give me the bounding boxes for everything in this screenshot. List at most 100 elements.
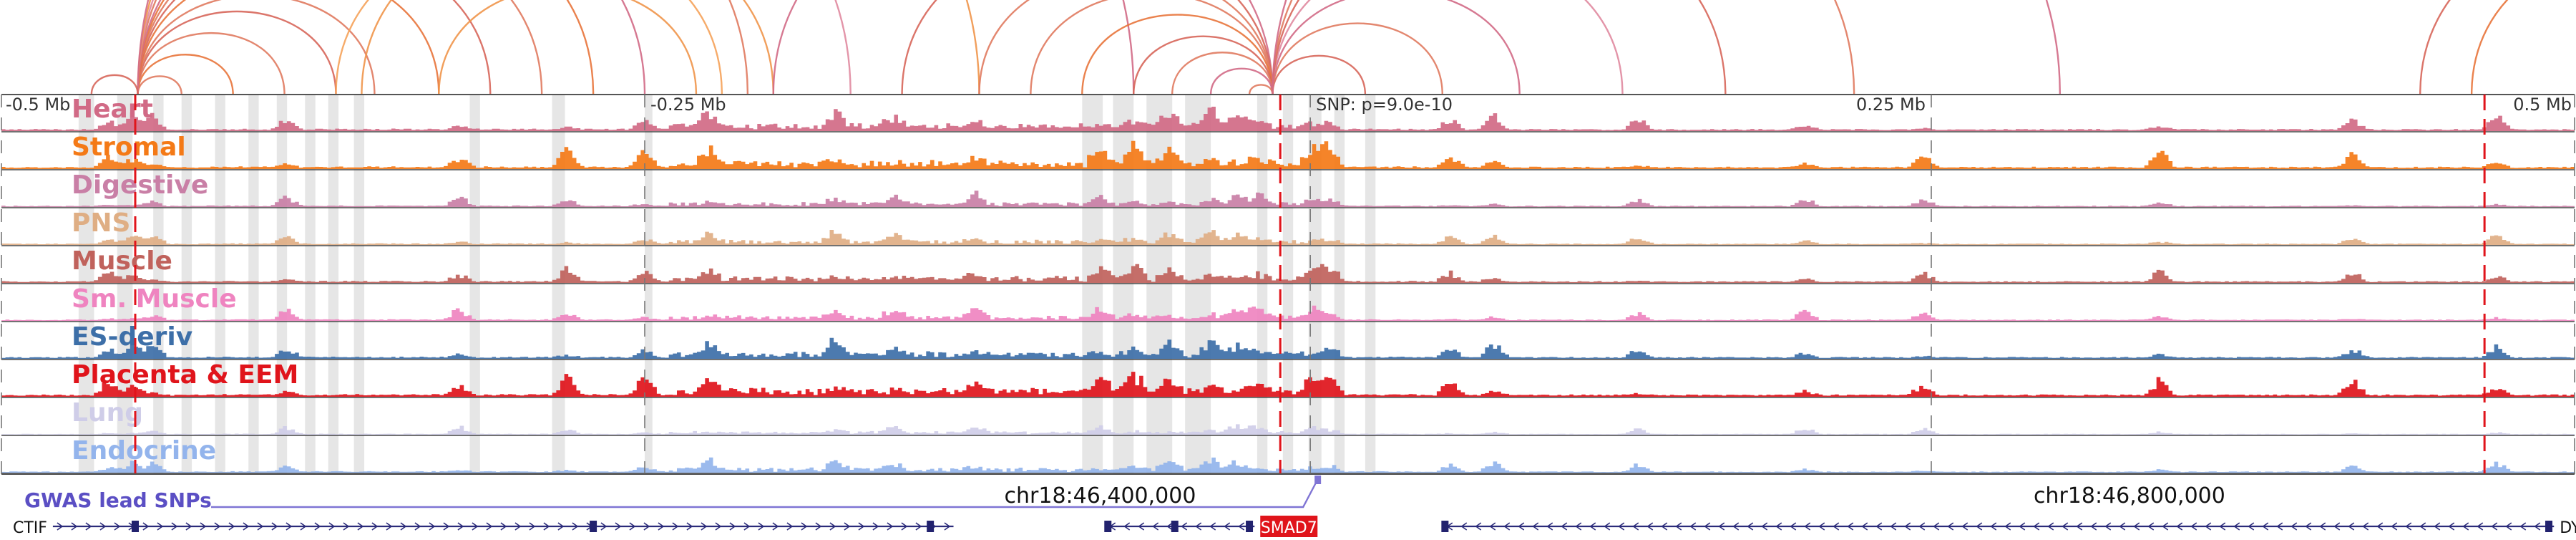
track-signal-8	[1, 424, 2575, 435]
gene-chevron	[758, 522, 765, 531]
dashed-markers	[134, 95, 2486, 474]
gene-chevron	[2477, 522, 2484, 531]
gene-chevron	[2162, 522, 2169, 531]
highlight-region-12	[645, 95, 653, 474]
gene-exon-0-1	[590, 521, 597, 532]
highlight-region-4	[215, 95, 225, 474]
gene-chevron	[872, 522, 879, 531]
track-label-5: Sm. Muscle	[72, 284, 237, 314]
gene-chevron	[2019, 522, 2026, 531]
gene-chevron	[2147, 522, 2155, 531]
gene-chevron	[2305, 522, 2312, 531]
track-label-4: Muscle	[72, 246, 172, 276]
gene-chevron	[1818, 522, 1825, 531]
loop-arc-24	[1171, 52, 1274, 95]
gene-chevron	[2276, 522, 2283, 531]
gene-chevron	[543, 522, 550, 531]
gene-chevron	[2205, 522, 2212, 531]
axis-ticks: -0.5 Mb -0.25 Mb 0.25 Mb 0.5 Mb SNP: p=9.0e-…	[1, 95, 2575, 474]
gene-chevron	[2076, 522, 2083, 531]
gene-chevron	[472, 522, 479, 531]
loop-arc-30	[1272, 0, 1624, 95]
gene-chevron	[271, 522, 278, 531]
gene-chevron	[414, 522, 421, 531]
gene-chevron	[1181, 522, 1188, 531]
loop-arc-22	[1081, 14, 1274, 95]
gene-chevron	[629, 522, 636, 531]
gene-chevron	[1546, 522, 1553, 531]
gene-chevron	[457, 522, 464, 531]
loop-arc-3	[137, 10, 337, 95]
gene-chevron	[400, 522, 407, 531]
gene-chevron	[915, 522, 922, 531]
gene-chevron	[2519, 522, 2527, 531]
gene-chevron	[1475, 522, 1482, 531]
track-signal-1	[1, 140, 2575, 169]
gene-chevron	[1890, 522, 1897, 531]
gene-chevron	[114, 522, 121, 531]
gene-chevron	[99, 522, 107, 531]
gwas-row: GWAS lead SNPs chr18:46,400,000 chr18:46,8…	[24, 476, 2225, 512]
gene-chevron	[1904, 522, 1911, 531]
loop-arc-33	[1272, 0, 2061, 95]
gene-chevron	[944, 522, 951, 531]
gene-chevron	[2033, 522, 2040, 531]
highlight-region-6	[276, 95, 288, 474]
gene-chevron	[1575, 522, 1582, 531]
gene-chevron	[1618, 522, 1625, 531]
gene-chevron	[214, 522, 221, 531]
loop-arc-1	[137, 54, 234, 95]
gene-exon-1-2	[1246, 521, 1254, 532]
gene-track: CTIF SMAD7 DYM	[13, 516, 2576, 537]
track-label-3: PNS	[72, 208, 130, 238]
loop-arc-23	[1133, 35, 1274, 95]
gene-exon-0-0	[131, 521, 139, 532]
loop-arc-17	[335, 0, 723, 95]
gene-chevron	[2491, 522, 2498, 531]
loop-arc-16	[438, 0, 698, 95]
gene-chevron	[1804, 522, 1811, 531]
gene-chevron	[1646, 522, 1654, 531]
gene-chevron	[2062, 522, 2069, 531]
highlight-region-1	[117, 95, 133, 474]
gene-chevron	[2419, 522, 2426, 531]
highlight-region-16	[1185, 95, 1211, 474]
gene-exon-1-0	[1104, 521, 1112, 532]
gene-chevron	[386, 522, 393, 531]
gene-chevron	[57, 522, 64, 531]
gene-chevron	[1675, 522, 1682, 531]
highlight-region-3	[181, 95, 192, 474]
chromatin-loops	[90, 0, 2509, 95]
highlight-region-21	[1365, 95, 1376, 474]
axis-tick-label-1: -0.25 Mb	[650, 95, 726, 115]
gene-chevron	[1861, 522, 1868, 531]
loop-arc-15	[361, 0, 774, 95]
gene-chevron	[2090, 522, 2097, 531]
gwas-connector	[211, 479, 1319, 508]
highlight-region-9	[353, 95, 365, 474]
gene-chevron	[1460, 522, 1468, 531]
loop-arc-26	[1248, 84, 1274, 95]
gene-chevron	[286, 522, 293, 531]
gene-chevron	[2534, 522, 2541, 531]
gene-chevron	[1790, 522, 1797, 531]
gene-chevron	[2448, 522, 2455, 531]
gene-chevron	[1152, 522, 1159, 531]
highlight-region-5	[248, 95, 259, 474]
gene-chevron	[1775, 522, 1782, 531]
loop-arc-13	[137, 0, 1135, 95]
gene-chevron	[500, 522, 507, 531]
loop-arc-35	[2419, 0, 2451, 95]
gene-chevron	[801, 522, 808, 531]
gene-chevron	[314, 522, 321, 531]
gene-exon-1-1	[1171, 521, 1179, 532]
gene-chevron	[672, 522, 679, 531]
gene-chevron	[529, 522, 536, 531]
gene-chevron	[2362, 522, 2369, 531]
loop-arc-14	[90, 74, 139, 95]
track-label-7: Placenta & EEM	[72, 360, 298, 390]
gene-chevron	[701, 522, 708, 531]
gene-chevron	[1847, 522, 1854, 531]
gene-chevron	[643, 522, 650, 531]
loop-arc-2	[137, 32, 286, 95]
